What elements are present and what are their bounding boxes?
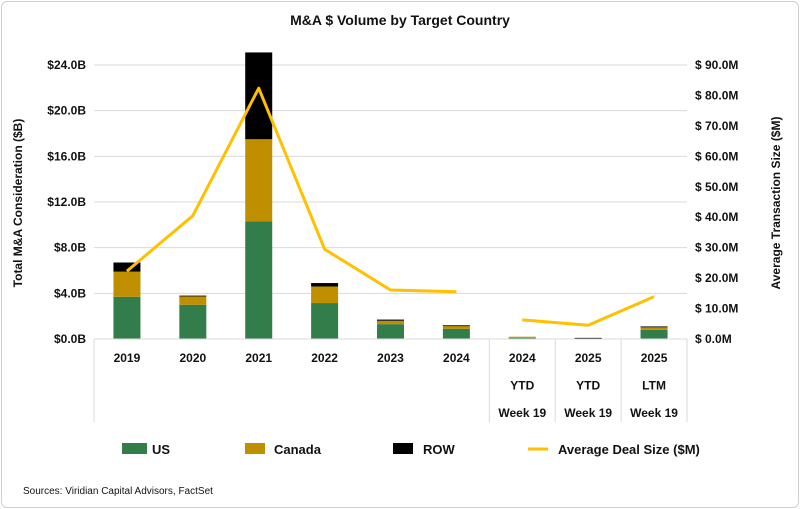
y-tick-label: $4.0B <box>54 286 86 300</box>
y-tick-label: $20.0B <box>47 104 86 118</box>
legend-label: US <box>152 442 170 457</box>
bar-canada <box>508 336 536 338</box>
source-note: Sources: Viridian Capital Advisors, Fact… <box>23 486 213 497</box>
bar-row <box>113 262 141 272</box>
x-tick-label: YTD <box>576 379 600 393</box>
average-deal-size-line <box>125 86 457 294</box>
y2-tick-label: $ 70.0M <box>695 119 738 133</box>
x-tick-label: LTM <box>642 379 666 393</box>
bar-row <box>574 337 602 339</box>
y-tick-label: $12.0B <box>47 195 86 209</box>
y-tick-label: $16.0B <box>47 149 86 163</box>
x-tick-label: 2021 <box>245 351 272 365</box>
y2-tick-label: $ 0.0M <box>695 332 732 346</box>
y2-tick-label: $ 50.0M <box>695 180 738 194</box>
x-tick-label: YTD <box>510 379 534 393</box>
y2-tick-label: $ 90.0M <box>695 58 738 72</box>
bar-us <box>640 329 668 339</box>
bar-canada <box>113 271 141 297</box>
y-tick-label: $8.0B <box>54 241 86 255</box>
bar-row <box>442 325 470 327</box>
x-tick-label: 2023 <box>377 351 404 365</box>
bar-us <box>442 328 470 339</box>
bar-canada <box>245 139 273 222</box>
x-tick-label: 2024 <box>443 351 470 365</box>
y2-tick-label: $ 60.0M <box>695 149 738 163</box>
bar-us <box>508 337 536 339</box>
bar-us <box>245 221 273 339</box>
bar-us <box>113 296 141 339</box>
x-tick-label: 2024 <box>509 351 536 365</box>
bar-canada <box>311 286 339 304</box>
average-deal-size-line <box>522 295 655 327</box>
legend-label: Canada <box>274 442 322 457</box>
bar-us <box>311 303 339 339</box>
y2-tick-label: $ 80.0M <box>695 88 738 102</box>
bar-row <box>179 295 207 297</box>
legend-swatch <box>393 443 413 454</box>
legend-label: ROW <box>423 442 456 457</box>
legend-swatch <box>122 443 147 454</box>
y2-tick-label: $ 10.0M <box>695 302 738 316</box>
x-tick-label: Week 19 <box>498 406 546 420</box>
bar-row <box>377 319 404 321</box>
bar-canada <box>377 320 404 325</box>
x-tick-label: 2020 <box>179 351 206 365</box>
y-axis-label: Total M&A Consideration ($B) <box>11 119 25 288</box>
x-tick-label: 2025 <box>641 351 668 365</box>
x-tick-label: 2025 <box>575 351 602 365</box>
x-tick-label: Week 19 <box>564 406 612 420</box>
bar-canada <box>442 325 470 329</box>
x-tick-label: 2022 <box>311 351 338 365</box>
y-tick-label: $0.0B <box>54 332 86 346</box>
bar-row <box>311 283 339 287</box>
y2-tick-label: $ 30.0M <box>695 241 738 255</box>
legend-label: Average Deal Size ($M) <box>558 442 700 457</box>
y2-tick-label: $ 20.0M <box>695 271 738 285</box>
y2-axis-label: Average Transaction Size ($M) <box>769 117 783 290</box>
y-tick-label: $24.0B <box>47 58 86 72</box>
bar-row <box>245 52 273 140</box>
x-tick-label: Week 19 <box>630 406 678 420</box>
y2-tick-label: $ 40.0M <box>695 210 738 224</box>
chart-title: M&A $ Volume by Target Country <box>290 12 510 28</box>
bar-canada <box>179 296 207 305</box>
bar-us <box>179 304 207 339</box>
legend-swatch <box>245 443 265 454</box>
bar-us <box>377 324 404 339</box>
x-tick-label: 2019 <box>114 351 141 365</box>
bar-row <box>640 326 668 328</box>
bar-canada <box>640 327 668 330</box>
